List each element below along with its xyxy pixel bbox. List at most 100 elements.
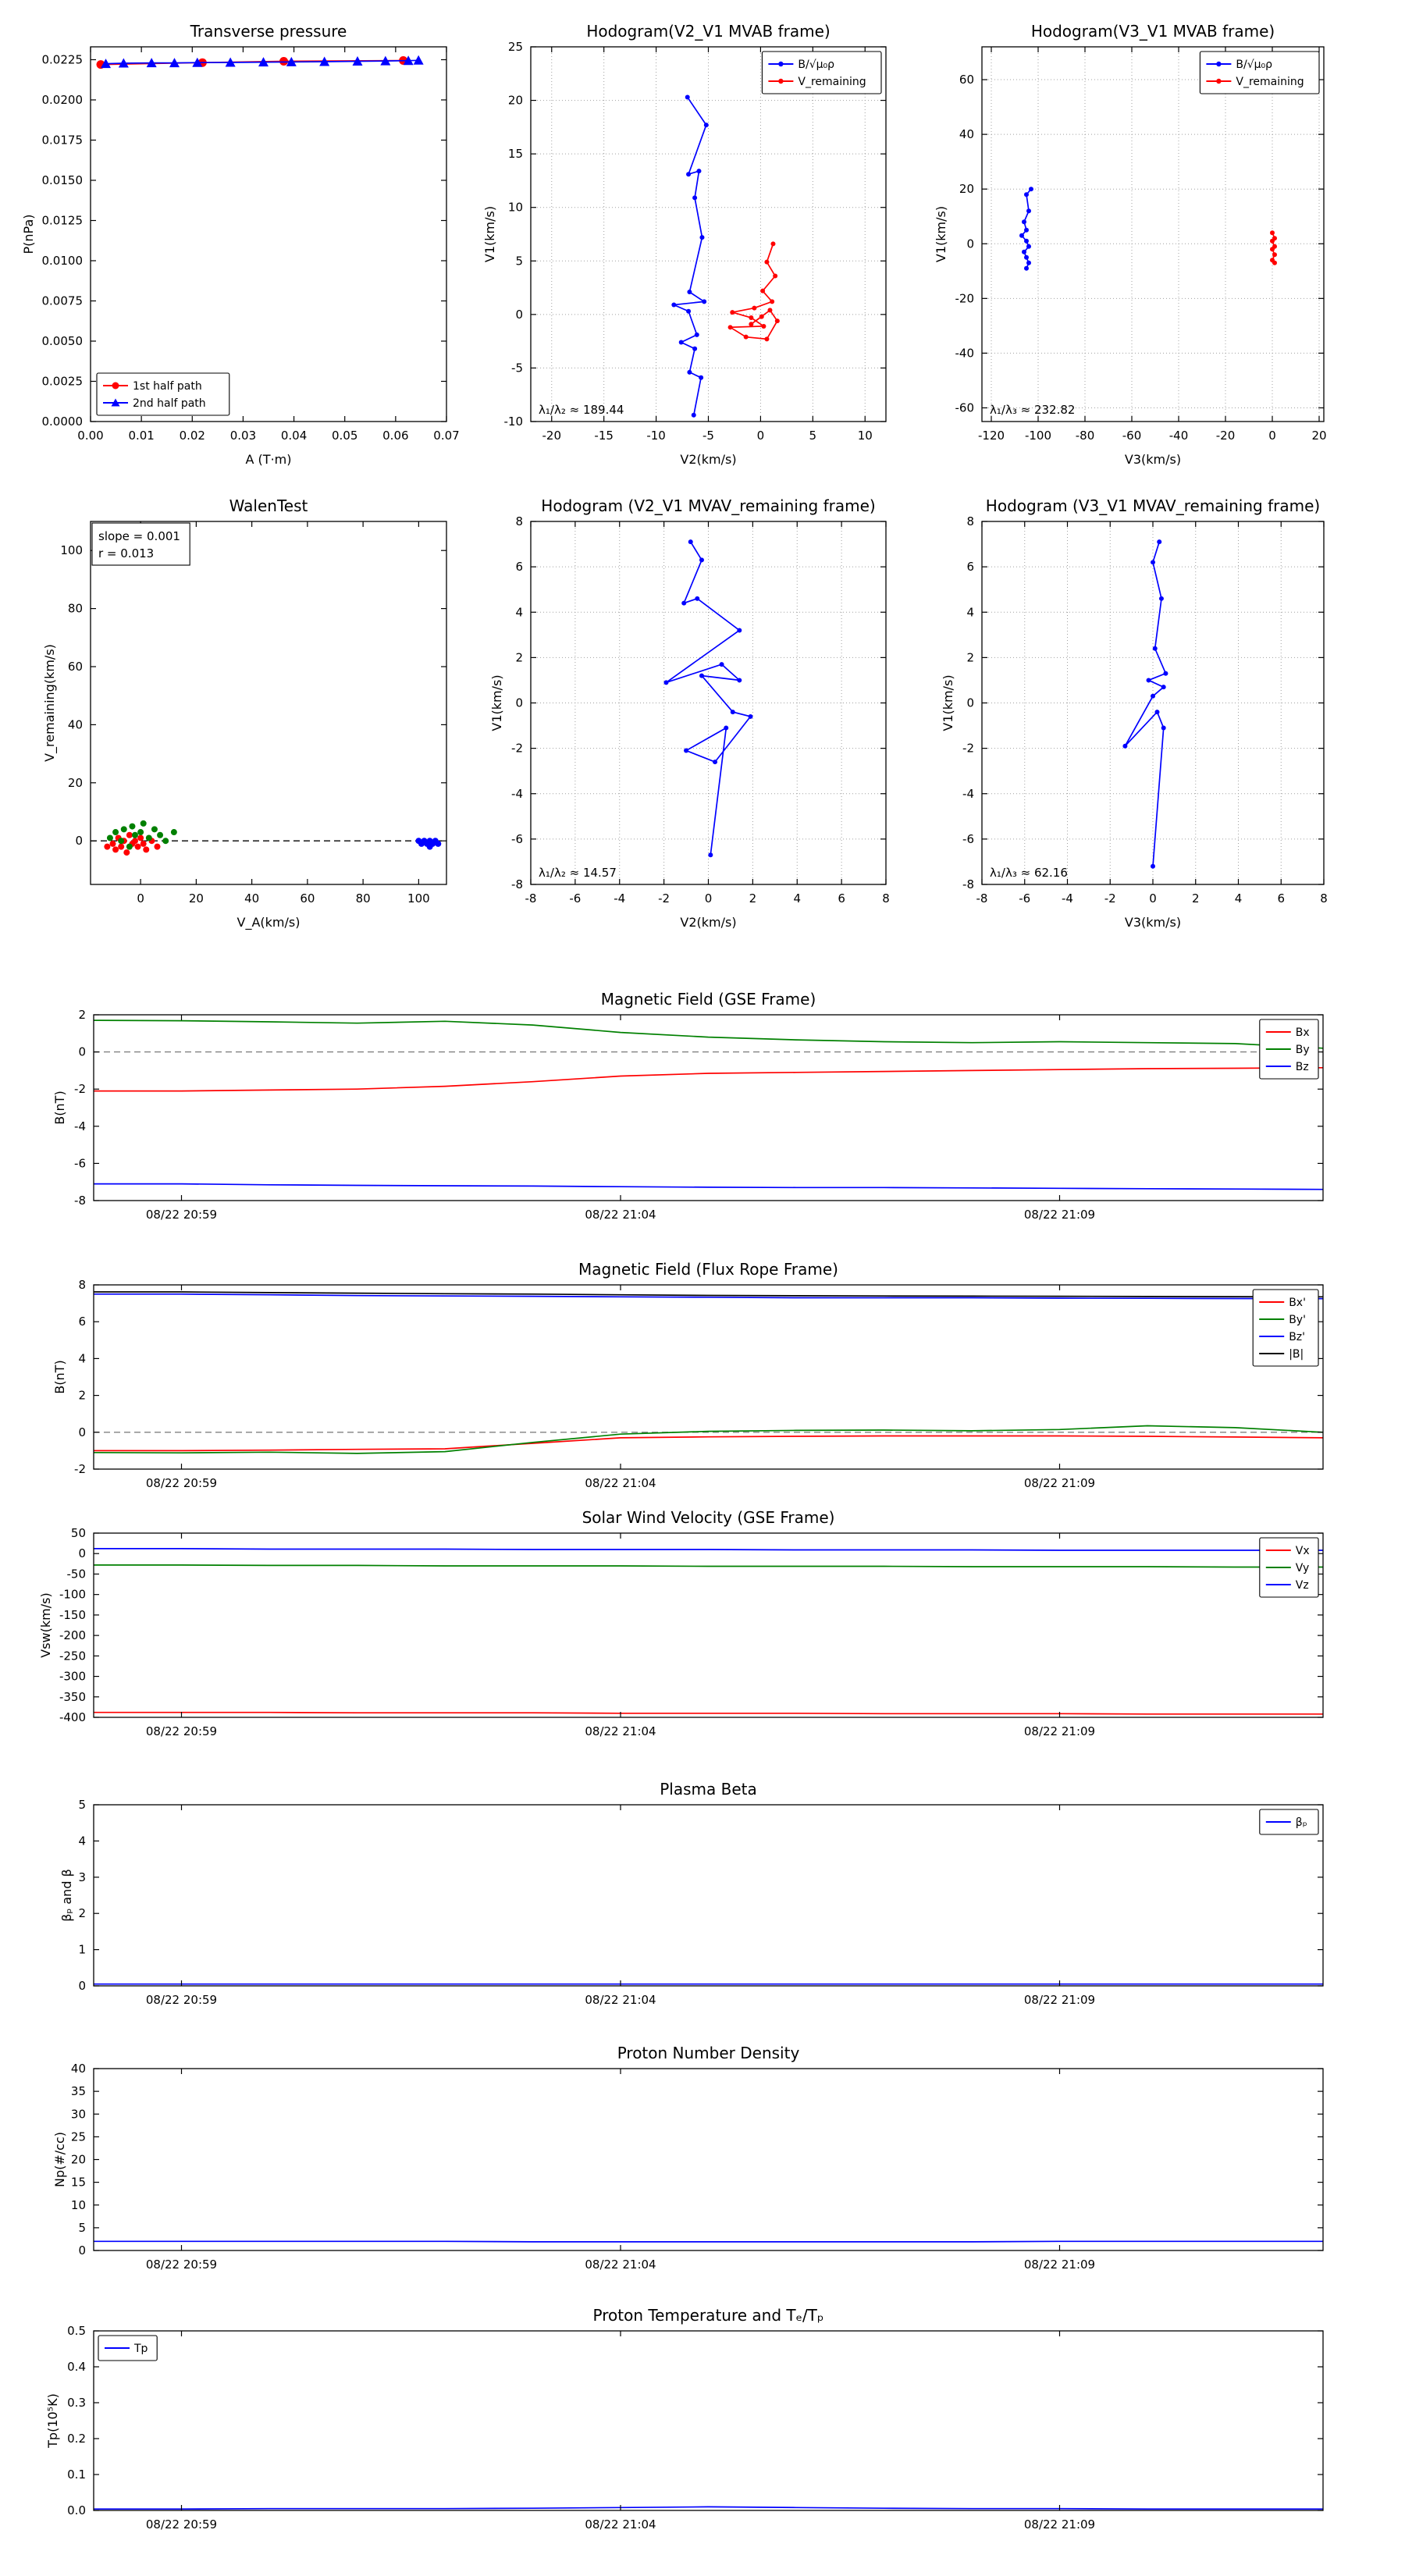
svg-text:8: 8 — [966, 514, 974, 528]
svg-text:-5: -5 — [511, 361, 523, 375]
magnetic_field_gse-chart: 08/22 20:59 08/22 21:04 08/22 21:09 -8 -6 -4 -… — [52, 990, 1324, 1222]
svg-text:0.03: 0.03 — [230, 429, 256, 443]
svg-text:-20: -20 — [1216, 429, 1236, 443]
svg-text:80: 80 — [68, 602, 83, 616]
svg-text:-4: -4 — [1062, 891, 1073, 906]
hodogram_v2v1_mvav-title: Hodogram (V2_V1 MVAV_remaining frame) — [541, 496, 875, 515]
hodogram_v3v1_mvab-title: Hodogram(V3_V1 MVAB frame) — [1031, 22, 1275, 41]
svg-text:4: 4 — [78, 1834, 86, 1848]
hodogram_v2v1_mvab-chart: -20 -15 -10 -5 0 5 10 -10 -5 0 5 10 15 20 25 Hodogram(V… — [482, 22, 887, 467]
svg-text:B(nT): B(nT) — [52, 1360, 67, 1393]
svg-text:10: 10 — [71, 2198, 86, 2212]
svg-text:0.0: 0.0 — [67, 2503, 86, 2517]
svg-text:P(nPa): P(nPa) — [21, 214, 36, 254]
svg-text:0: 0 — [966, 696, 974, 710]
svg-text:5: 5 — [809, 429, 817, 443]
svg-text:20: 20 — [189, 891, 204, 906]
svg-text:-10: -10 — [646, 429, 666, 443]
magnetic_field_gse-title: Magnetic Field (GSE Frame) — [601, 990, 816, 1009]
svg-text:1st half path: 1st half path — [133, 380, 202, 393]
hodogram-v3v1-mvab-panel: -120 -100 -80 -60 -40 -20 0 20 -60 -40 -20 0 20 40 60 H… — [934, 22, 1327, 467]
svg-text:30: 30 — [71, 2107, 86, 2121]
svg-text:0.0025: 0.0025 — [42, 374, 84, 388]
plasma_beta-legend: βₚ — [1259, 1809, 1319, 1835]
hodogram_v2v1_mvab-legend: B/√μ₀ρ V_remaining — [761, 51, 882, 94]
svg-text:60: 60 — [959, 73, 974, 87]
svg-text:60: 60 — [300, 891, 315, 906]
svg-text:Vx: Vx — [1296, 1545, 1310, 1557]
svg-text:10: 10 — [508, 201, 523, 215]
svg-text:0.4: 0.4 — [67, 2360, 86, 2374]
svg-text:08/22 21:09: 08/22 21:09 — [1024, 1993, 1095, 2007]
svg-text:5: 5 — [515, 254, 523, 268]
svg-text:V3(km/s): V3(km/s) — [1125, 452, 1181, 467]
svg-text:08/22 21:04: 08/22 21:04 — [585, 1476, 656, 1490]
svg-text:|B|: |B| — [1289, 1348, 1304, 1361]
svg-text:Bx': Bx' — [1289, 1297, 1306, 1309]
svg-text:6: 6 — [838, 891, 845, 906]
svg-text:100: 100 — [407, 891, 430, 906]
svg-text:-60: -60 — [1122, 429, 1142, 443]
svg-text:Bz: Bz — [1296, 1061, 1309, 1073]
svg-text:Np(#/cc): Np(#/cc) — [52, 2132, 67, 2187]
svg-text:60: 60 — [68, 660, 83, 674]
svg-text:100: 100 — [60, 543, 83, 557]
svg-text:0.0100: 0.0100 — [42, 254, 84, 268]
proton_temperature-title: Proton Temperature and Tₑ/Tₚ — [593, 2306, 824, 2325]
svg-text:slope = 0.001: slope = 0.001 — [98, 529, 180, 543]
svg-text:-80: -80 — [1076, 429, 1095, 443]
svg-text:Vz: Vz — [1296, 1579, 1309, 1592]
svg-text:-4: -4 — [614, 891, 625, 906]
svg-text:Bz': Bz' — [1289, 1331, 1305, 1343]
svg-text:0.2: 0.2 — [67, 2432, 86, 2446]
svg-text:6: 6 — [1277, 891, 1285, 906]
svg-text:λ₁/λ₃ ≈ 232.82: λ₁/λ₃ ≈ 232.82 — [990, 403, 1075, 417]
svg-text:08/22 21:04: 08/22 21:04 — [585, 2517, 656, 2532]
svg-text:08/22 20:59: 08/22 20:59 — [146, 1476, 217, 1490]
svg-text:-2: -2 — [962, 742, 974, 756]
svg-text:20: 20 — [71, 2153, 86, 2167]
svg-text:2nd half path: 2nd half path — [133, 397, 206, 410]
svg-text:-2: -2 — [1104, 891, 1116, 906]
svg-text:25: 25 — [71, 2129, 86, 2144]
magnetic_field_flux_rope-title: Magnetic Field (Flux Rope Frame) — [578, 1260, 838, 1279]
svg-text:-300: -300 — [59, 1670, 86, 1684]
svg-text:08/22 21:09: 08/22 21:09 — [1024, 1476, 1095, 1490]
svg-text:V_remaining: V_remaining — [798, 76, 866, 88]
hodogram_v3v1_mvav-title: Hodogram (V3_V1 MVAV_remaining frame) — [986, 496, 1320, 515]
svg-text:20: 20 — [68, 776, 83, 790]
svg-text:2: 2 — [78, 1389, 86, 1403]
solar_wind_velocity-chart: 08/22 20:59 08/22 21:04 08/22 21:09 -400 -35… — [38, 1508, 1324, 1738]
svg-text:-40: -40 — [955, 346, 975, 360]
svg-text:V_A(km/s): V_A(km/s) — [237, 915, 301, 930]
svg-text:-2: -2 — [658, 891, 670, 906]
svg-text:V2(km/s): V2(km/s) — [680, 915, 736, 930]
svg-text:-4: -4 — [962, 787, 974, 801]
proton-temperature-panel: 08/22 20:59 08/22 21:04 08/22 21:09 0.0 0.1 0… — [45, 2306, 1324, 2532]
svg-text:0: 0 — [137, 891, 144, 906]
svg-text:0.06: 0.06 — [382, 429, 408, 443]
transverse_pressure-title: Transverse pressure — [190, 22, 347, 41]
svg-text:λ₁/λ₂ ≈ 189.44: λ₁/λ₂ ≈ 189.44 — [539, 403, 624, 417]
svg-text:15: 15 — [508, 147, 523, 161]
svg-text:0.1: 0.1 — [67, 2467, 86, 2482]
svg-text:5: 5 — [78, 1798, 86, 1812]
svg-text:-8: -8 — [511, 877, 523, 891]
svg-text:V2(km/s): V2(km/s) — [680, 452, 736, 467]
svg-text:-6: -6 — [569, 891, 581, 906]
hodogram_v3v1_mvav-chart: -8 -6 -4 -2 0 2 4 6 8 -8 -6 -4 -2 0 2 4 6 8 Hodogram (V3_V… — [941, 496, 1328, 930]
svg-text:8: 8 — [515, 514, 523, 528]
svg-text:3: 3 — [78, 1870, 86, 1884]
plasma-beta-panel: 08/22 20:59 08/22 21:04 08/22 21:09 0 1 2 3 4 5 P… — [59, 1780, 1324, 2007]
svg-text:08/22 20:59: 08/22 20:59 — [146, 1208, 217, 1222]
svg-text:-120: -120 — [978, 429, 1005, 443]
svg-text:V3(km/s): V3(km/s) — [1125, 915, 1181, 930]
proton-density-panel: 08/22 20:59 08/22 21:04 08/22 21:09 0 5 10 15 2… — [52, 2044, 1324, 2272]
plasma_beta-title: Plasma Beta — [660, 1780, 757, 1799]
svg-text:08/22 20:59: 08/22 20:59 — [146, 1993, 217, 2007]
svg-text:08/22 21:09: 08/22 21:09 — [1024, 1724, 1095, 1738]
svg-text:08/22 21:09: 08/22 21:09 — [1024, 1208, 1095, 1222]
svg-text:-6: -6 — [1019, 891, 1030, 906]
hodogram-v2v1-mvav-panel: -8 -6 -4 -2 0 2 4 6 8 -8 -6 -4 -2 0 2 4 6 8 Hodogram (V2_V… — [489, 496, 890, 930]
